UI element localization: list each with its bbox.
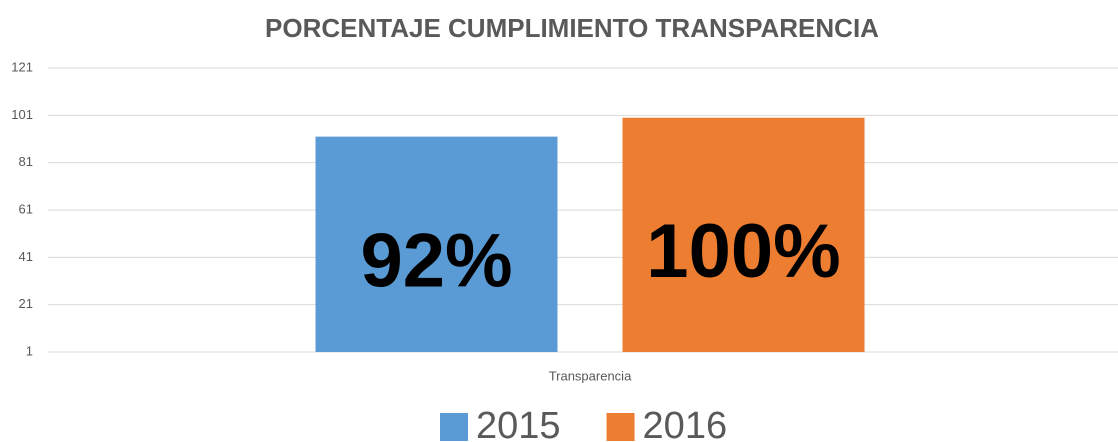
x-tick-label: Transparencia [549, 368, 632, 383]
y-tick-label: 121 [11, 59, 33, 74]
chart-title: PORCENTAJE CUMPLIMIENTO TRANSPARENCIA [265, 13, 879, 43]
data-label: 92% [360, 218, 512, 303]
y-tick-label: 21 [19, 296, 33, 311]
legend-swatch [606, 413, 635, 441]
bar [315, 136, 558, 352]
legend-label: 2016 [643, 405, 728, 442]
y-tick-label: 101 [11, 107, 33, 122]
data-label: 100% [646, 209, 840, 294]
y-tick-label: 1 [26, 343, 33, 358]
y-tick-label: 41 [19, 249, 33, 264]
legend-swatch [440, 413, 468, 441]
y-tick-label: 61 [19, 201, 33, 216]
legend-label: 2015 [476, 405, 561, 442]
y-tick-label: 81 [19, 154, 33, 169]
bar [622, 117, 865, 352]
